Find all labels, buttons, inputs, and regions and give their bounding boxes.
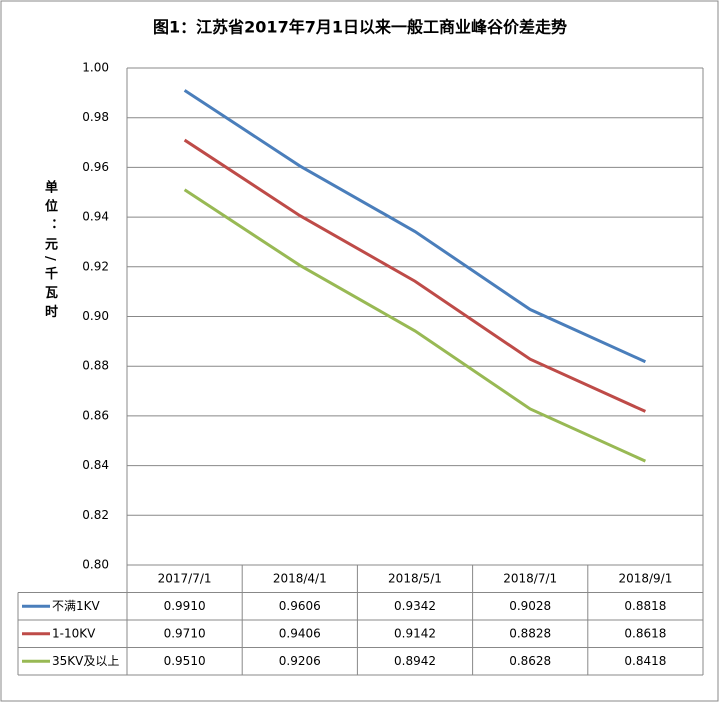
- x-tick-label: 2018/9/1: [618, 571, 672, 585]
- legend-label: 1-10KV: [52, 626, 96, 640]
- y-tick-label: 0.86: [82, 408, 109, 422]
- table-value: 0.8828: [509, 626, 551, 640]
- series-line: [183, 89, 647, 364]
- chart-title: 图1：江苏省2017年7月1日以来一般工商业峰谷价差走势: [153, 18, 567, 37]
- table-value: 0.9406: [279, 626, 321, 640]
- y-axis-label: 单位：元/千瓦时: [42, 180, 57, 324]
- y-tick-label: 0.90: [82, 309, 109, 323]
- y-tick-label: 1.00: [82, 61, 109, 75]
- table-value: 0.8618: [624, 626, 666, 640]
- table-value: 0.8818: [624, 599, 666, 613]
- y-tick-label: 0.82: [82, 508, 109, 522]
- table-value: 0.9142: [394, 626, 436, 640]
- table-value: 0.9510: [164, 654, 206, 668]
- x-tick-label: 2018/4/1: [273, 571, 327, 585]
- table-value: 0.9606: [279, 599, 321, 613]
- legend-label: 35KV及以上: [52, 654, 119, 668]
- y-tick-label: 0.88: [82, 359, 109, 373]
- series-line: [183, 188, 647, 463]
- y-tick-label: 0.94: [82, 210, 109, 224]
- table-value: 0.9342: [394, 599, 436, 613]
- y-tick-label: 0.80: [82, 558, 109, 572]
- table-value: 0.9910: [164, 599, 206, 613]
- x-tick-label: 2018/5/1: [388, 571, 442, 585]
- legend-label: 不满1KV: [52, 599, 101, 613]
- y-tick-label: 0.92: [82, 259, 109, 273]
- y-tick-label: 0.96: [82, 160, 109, 174]
- table-value: 0.8418: [624, 654, 666, 668]
- y-tick-label: 0.84: [82, 458, 109, 472]
- y-tick-label: 0.98: [82, 110, 109, 124]
- table-value: 0.8942: [394, 654, 436, 668]
- series-line: [183, 138, 647, 413]
- table-value: 0.8628: [509, 654, 551, 668]
- x-tick-label: 2017/7/1: [158, 571, 212, 585]
- table-value: 0.9028: [509, 599, 551, 613]
- table-value: 0.9710: [164, 626, 206, 640]
- table-value: 0.9206: [279, 654, 321, 668]
- x-tick-label: 2018/7/1: [503, 571, 557, 585]
